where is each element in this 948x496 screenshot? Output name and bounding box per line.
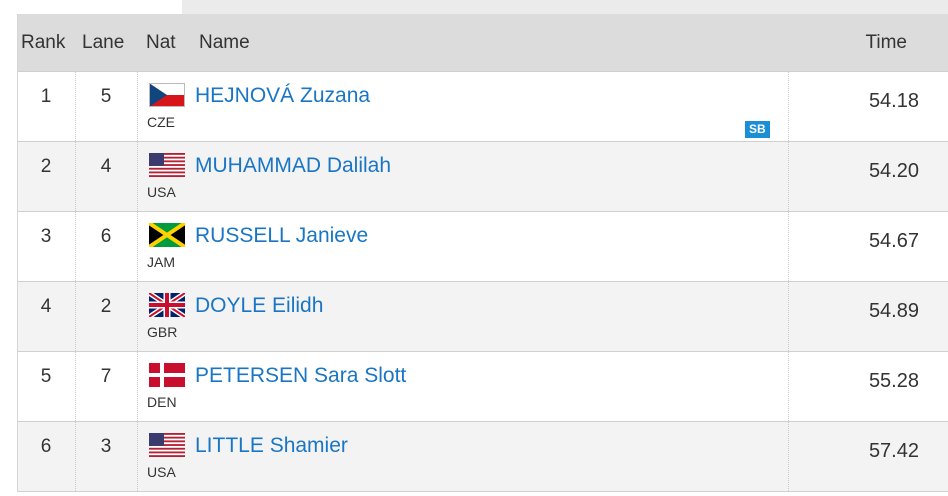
header-nat: Nat — [146, 32, 176, 53]
athlete-name-link[interactable]: RUSSELL Janieve — [195, 224, 369, 247]
time-cell: 54.18 — [868, 90, 919, 112]
table-row: 2 4 USA MUHAMMAD Dalilah 54.20 — [18, 142, 948, 212]
jamaica-flag-icon — [149, 223, 185, 247]
nat-code: USA — [147, 184, 176, 200]
rank-cell: 4 — [40, 296, 52, 317]
uk-flag-icon — [149, 293, 185, 317]
header-rank: Rank — [21, 32, 66, 53]
top-strip-shade — [182, 0, 948, 14]
lane-cell: 4 — [100, 156, 112, 177]
time-cell: 55.28 — [868, 370, 919, 392]
athlete-name-link[interactable]: LITTLE Shamier — [195, 434, 348, 457]
time-cell: 54.67 — [868, 230, 919, 252]
top-strip — [0, 0, 948, 14]
athlete-name-link[interactable]: DOYLE Eilidh — [195, 294, 324, 317]
nat-code: CZE — [147, 114, 175, 130]
rank-cell: 2 — [40, 156, 52, 177]
header-time: Time — [865, 32, 907, 53]
table-row: 4 2 GBR DOYLE Eilidh 54.89 — [18, 282, 948, 352]
time-cell: 57.42 — [868, 440, 919, 462]
header-name: Name — [199, 32, 250, 53]
athlete-name-link[interactable]: HEJNOVÁ Zuzana — [195, 84, 371, 107]
table-row: 1 5 CZE HEJNOVÁ Zuzana SB 54.18 — [18, 72, 948, 142]
table-row: 5 7 DEN PETERSEN Sara Slott 55.28 — [18, 352, 948, 422]
rank-cell: 1 — [40, 86, 52, 107]
time-cell: 54.89 — [868, 300, 919, 322]
table-row: 3 6 JAM RUSSELL Janieve 54.67 — [18, 212, 948, 282]
rank-cell: 5 — [40, 366, 52, 387]
rank-cell: 6 — [40, 436, 52, 457]
athlete-name-link[interactable]: MUHAMMAD Dalilah — [195, 154, 392, 177]
usa-flag-icon — [149, 153, 185, 177]
time-cell: 54.20 — [868, 160, 919, 182]
lane-cell: 7 — [100, 366, 112, 387]
table-row: 6 3 USA LITTLE Shamier 57.42 — [18, 422, 948, 492]
lane-cell: 2 — [100, 296, 112, 317]
season-best-badge: SB — [745, 121, 770, 138]
usa-flag-icon — [149, 433, 185, 457]
lane-cell: 5 — [100, 86, 112, 107]
nat-code: JAM — [147, 254, 175, 270]
lane-cell: 6 — [100, 226, 112, 247]
results-table: Rank Lane Nat Name Time 1 5 CZE HEJNOVÁ … — [17, 14, 948, 492]
rank-cell: 3 — [40, 226, 52, 247]
denmark-flag-icon — [149, 363, 185, 387]
header-lane: Lane — [82, 32, 125, 53]
nat-code: GBR — [147, 324, 178, 340]
table-header: Rank Lane Nat Name Time — [18, 14, 948, 72]
nat-code: DEN — [147, 394, 177, 410]
czech-flag-icon — [149, 83, 185, 107]
athlete-name-link[interactable]: PETERSEN Sara Slott — [195, 364, 407, 387]
lane-cell: 3 — [100, 436, 112, 457]
nat-code: USA — [147, 464, 176, 480]
